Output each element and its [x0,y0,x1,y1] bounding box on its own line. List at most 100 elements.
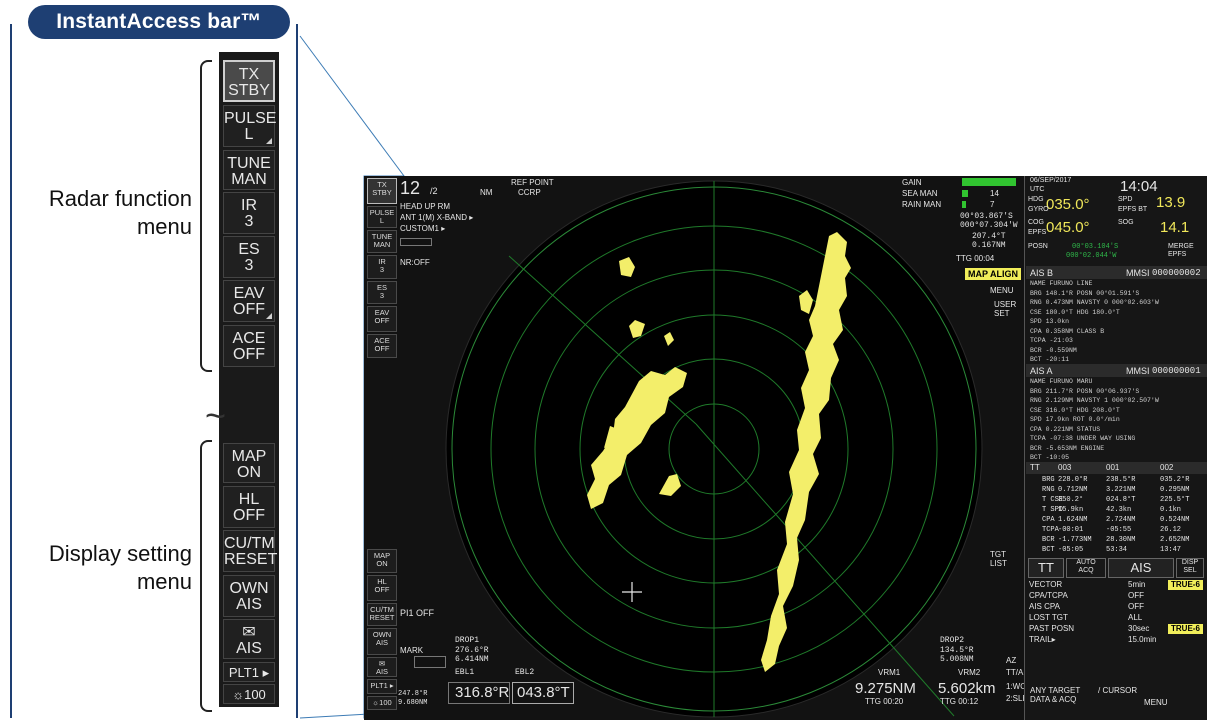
instantaccess-button-8[interactable]: HL OFF [223,486,275,528]
screen-bar-button-1[interactable]: PULSE L [367,206,397,228]
screen-bar-button-11[interactable]: ✉ AIS [367,657,397,677]
tt-cell: -05:55 [1106,526,1132,534]
tt-cell: RNG [1042,486,1055,494]
bar-break-wave: ~ [205,395,227,436]
instantaccess-button-1[interactable]: PULSE L [223,105,276,147]
setting-value[interactable]: 15.0min [1128,635,1157,644]
menu-footer-button[interactable]: MENU [1144,698,1168,707]
setting-value[interactable]: 5min [1128,580,1146,589]
nr-status[interactable]: NR:OFF [400,258,430,267]
instantaccess-button-10[interactable]: OWN AIS [223,575,275,617]
screen-bar-button-13[interactable]: ☼100 [367,696,397,710]
instantaccess-button-3[interactable]: IR 3 [223,192,275,234]
tt-col-header[interactable]: 002 [1160,463,1174,472]
cursor-lon: 000°07.304'W [960,221,1018,230]
screen-bar-button-12[interactable]: PLT1 ▸ [367,679,397,694]
any-target-data-button[interactable]: ANY TARGET DATA & ACQ [1030,686,1081,704]
user-set-button[interactable]: USER SET [994,300,1017,318]
tab-3[interactable]: AIS [1108,558,1174,578]
instantaccess-button-2[interactable]: TUNE MAN [223,150,275,190]
instantaccess-button-4[interactable]: ES 3 [223,236,275,278]
posn-label: POSN [1028,243,1048,250]
setting-label[interactable]: TRAIL▸ [1029,635,1056,644]
setting-extra[interactable]: TRUE-6 [1168,580,1203,590]
drop1-label[interactable]: DROP1 [455,636,480,645]
cursor-ttg: TTG 00:04 [956,254,995,263]
instantaccess-button-9[interactable]: CU/TM RESET [223,530,277,572]
setting-label[interactable]: PAST POSN [1029,624,1075,633]
setting-label[interactable]: VECTOR [1029,580,1063,589]
hdg-label: HDG [1028,196,1044,203]
setting-value[interactable]: 30sec [1128,624,1150,633]
instantaccess-button-11[interactable]: ✉ AIS [223,619,275,659]
work-mode[interactable]: 1:WORK [1006,682,1038,691]
setting-label[interactable]: AIS CPA [1029,602,1060,611]
mark-selector[interactable] [414,656,446,668]
tgt-list-button[interactable]: TGT LIST [990,550,1007,568]
setting-label[interactable]: LOST TGT [1029,613,1068,622]
tt-ais-label[interactable]: TT/AIS [1006,668,1031,677]
cursor-brg: 207.4°T [972,232,1006,241]
drop2-label[interactable]: DROP2 [940,636,965,645]
ais-b-detail-row: NAME FURUNO LINE [1030,280,1093,287]
setting-value[interactable]: ALL [1128,613,1143,622]
antenna-select[interactable]: ANT 1(M) X-BAND ▸ [400,213,474,222]
screen-bar-button-9[interactable]: CU/TM RESET [367,603,397,626]
screen-bar-button-0[interactable]: TX STBY [367,178,397,204]
rain-bar[interactable] [962,201,966,208]
ais-a-header[interactable] [1026,364,1207,377]
drop1-brg: 276.6°R [455,646,489,655]
screen-bar-button-5[interactable]: EAV OFF [367,306,397,332]
ebl1-label[interactable]: EBL1 [455,668,475,677]
screen-bar-button-3[interactable]: IR 3 [367,255,397,279]
instantaccess-button-0[interactable]: TX STBY [223,60,275,102]
ebl2-label[interactable]: EBL2 [515,668,535,677]
tt-cell: 53:34 [1106,546,1128,554]
pi-status[interactable]: PI1 OFF [400,608,435,618]
screen-bar-button-10[interactable]: OWN AIS [367,628,397,655]
ebl1-box[interactable] [448,682,510,704]
az-label[interactable]: AZ [1006,656,1017,665]
tt-col-header[interactable]: 003 [1058,463,1072,472]
ref-point-value[interactable]: CCRP [518,188,541,197]
tt-col-header[interactable]: 001 [1106,463,1120,472]
ebl1-value: 316.8°R [455,684,510,701]
drop2-brg: 134.5°R [940,646,974,655]
presentation-mode[interactable]: HEAD UP RM [400,202,451,211]
range-unit: NM [480,188,493,197]
vrm1-label[interactable]: VRM1 [878,668,901,677]
setting-value[interactable]: OFF [1128,591,1144,600]
cog-value: 045.0° [1046,219,1090,236]
screen-bar-button-8[interactable]: HL OFF [367,575,397,601]
tab-2[interactable]: AUTO ACQ [1066,558,1106,578]
instantaccess-button-6[interactable]: ACE OFF [223,325,275,367]
tab-4[interactable]: DISP SEL [1176,558,1204,578]
range-value[interactable]: 12 [400,178,421,198]
sea-bar[interactable] [962,190,968,197]
screen-bar-button-7[interactable]: MAP ON [367,549,397,573]
menu-button[interactable]: MENU [990,286,1014,295]
radar-ppi[interactable] [364,176,1026,720]
sea-value: 14 [990,189,999,198]
instantaccess-button-5[interactable]: EAV OFF [223,280,275,322]
spd-source: EPFS BT [1118,206,1148,213]
gain-bar[interactable] [962,178,1016,186]
setting-value[interactable]: OFF [1128,602,1144,611]
instantaccess-button-13[interactable]: ☼100 [223,684,275,704]
screen-bar-button-6[interactable]: ACE OFF [367,334,397,358]
instantaccess-button-12[interactable]: PLT1 ▸ [223,662,275,682]
cursor-menu-label[interactable]: / CURSOR [1098,686,1138,695]
tab-1[interactable]: TT [1028,558,1064,578]
ais-b-header[interactable] [1026,266,1207,279]
vrm2-label[interactable]: VRM2 [958,668,981,677]
sleep-mode[interactable]: 2:SLEEP [1006,694,1039,703]
screen-bar-button-2[interactable]: TUNE MAN [367,230,397,253]
instantaccess-button-7[interactable]: MAP ON [223,443,275,483]
mark-button[interactable]: MARK [400,646,424,655]
map-align-button[interactable]: MAP ALIGN [965,268,1022,280]
ebl2-box[interactable] [512,682,574,704]
setting-extra[interactable]: TRUE-6 [1168,624,1203,634]
custom-mode[interactable]: CUSTOM1 ▸ [400,224,446,233]
screen-bar-button-4[interactable]: ES 3 [367,281,397,304]
setting-label[interactable]: CPA/TCPA [1029,591,1068,600]
